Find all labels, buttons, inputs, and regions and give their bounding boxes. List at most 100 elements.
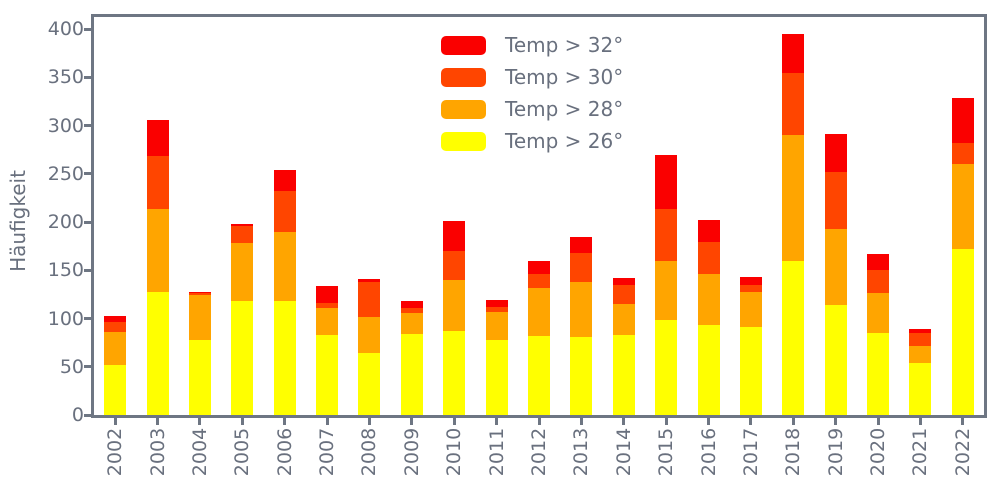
bar-segment [782, 260, 805, 415]
bar-segment [104, 364, 127, 415]
bar-segment [231, 243, 254, 302]
legend-label: Temp > 28° [505, 97, 624, 122]
bar-2011 [485, 300, 508, 415]
x-tick-mark [113, 418, 117, 425]
x-tick-mark [495, 418, 499, 425]
bar-segment [867, 253, 890, 271]
bar-segment [273, 191, 296, 232]
bar-segment [739, 277, 762, 285]
x-tick-label: 2011 [485, 427, 508, 477]
x-tick-mark [961, 418, 965, 425]
bar-segment [824, 171, 847, 229]
bar-segment [697, 242, 720, 275]
bar-segment [400, 307, 423, 313]
x-tick-label: 2013 [570, 427, 593, 477]
x-tick-label: 2015 [655, 427, 678, 477]
y-tick-mark [84, 365, 91, 369]
legend-swatch [441, 67, 486, 87]
bar-2003 [146, 119, 169, 415]
y-tick-label: 100 [47, 307, 84, 330]
bar-segment [655, 209, 678, 261]
bar-segment [739, 327, 762, 415]
bar-2005 [231, 223, 254, 415]
y-tick-mark [84, 75, 91, 79]
bar-2018 [782, 33, 805, 415]
bar-segment [909, 345, 932, 363]
bar-segment [612, 334, 635, 415]
y-tick-label: 250 [47, 162, 84, 185]
y-tick-mark [84, 317, 91, 320]
bar-segment [782, 135, 805, 261]
bar-2002 [104, 315, 127, 415]
legend-swatch [441, 35, 486, 55]
bar-segment [528, 260, 550, 275]
x-tick-label: 2004 [188, 427, 211, 477]
x-tick-mark [707, 418, 711, 425]
x-tick-mark [918, 418, 922, 425]
bar-segment [316, 334, 339, 415]
x-tick-mark [749, 418, 753, 425]
bar-segment [909, 329, 932, 333]
bar-segment [485, 306, 508, 312]
bar-segment [867, 270, 890, 294]
bar-segment [867, 332, 890, 415]
bar-segment [146, 156, 169, 210]
bar-segment [612, 277, 635, 285]
bar-segment [697, 325, 720, 415]
x-tick-label: 2019 [824, 427, 847, 477]
bar-2008 [358, 278, 381, 415]
plot-area [91, 14, 987, 418]
bar-segment [909, 362, 932, 415]
bar-2009 [400, 301, 423, 415]
y-tick-label: 350 [47, 66, 84, 89]
bar-segment [909, 332, 932, 346]
bar-segment [316, 303, 339, 308]
bar-segment [273, 169, 296, 192]
bar-2004 [188, 292, 211, 415]
bar-2020 [867, 253, 890, 415]
y-tick-label: 400 [47, 18, 84, 40]
x-tick-mark [283, 418, 287, 425]
bar-segment [739, 284, 762, 293]
bar-segment [824, 134, 847, 172]
bar-segment [358, 281, 381, 317]
bar-segment [782, 33, 805, 74]
y-tick-mark [84, 413, 91, 417]
bar-segment [358, 353, 381, 415]
bar-segment [188, 292, 211, 294]
bar-segment [443, 221, 466, 251]
bar-segment [188, 293, 211, 296]
bar-segment [146, 119, 169, 157]
bar-segment [570, 252, 593, 282]
x-tick-label: 2007 [316, 427, 339, 477]
bar-segment [316, 285, 339, 304]
x-tick-label: 2014 [612, 427, 635, 477]
bar-segment [951, 248, 974, 415]
x-tick-mark [876, 418, 880, 425]
x-tick-mark [410, 418, 414, 425]
bar-segment [400, 301, 423, 308]
bar-segment [358, 316, 381, 354]
y-tick-label: 200 [47, 211, 84, 233]
x-tick-label: 2021 [909, 427, 932, 477]
bar-segment [655, 155, 678, 210]
bar-segment [104, 331, 127, 365]
x-tick-mark [622, 418, 626, 425]
bar-segment [697, 220, 720, 243]
x-tick-mark [325, 418, 329, 425]
x-tick-label: 2005 [231, 427, 254, 477]
bar-2015 [655, 155, 678, 415]
bar-segment [104, 322, 127, 332]
bar-segment [443, 331, 466, 415]
bar-segment [697, 274, 720, 326]
bar-segment [188, 295, 211, 340]
bar-segment [485, 339, 508, 415]
bar-segment [867, 293, 890, 333]
x-tick-mark [240, 418, 244, 425]
y-tick-mark [84, 220, 91, 224]
x-tick-label: 2020 [867, 427, 890, 477]
y-tick-label: 0 [71, 404, 84, 426]
bar-segment [655, 260, 678, 321]
bar-2006 [273, 169, 296, 415]
